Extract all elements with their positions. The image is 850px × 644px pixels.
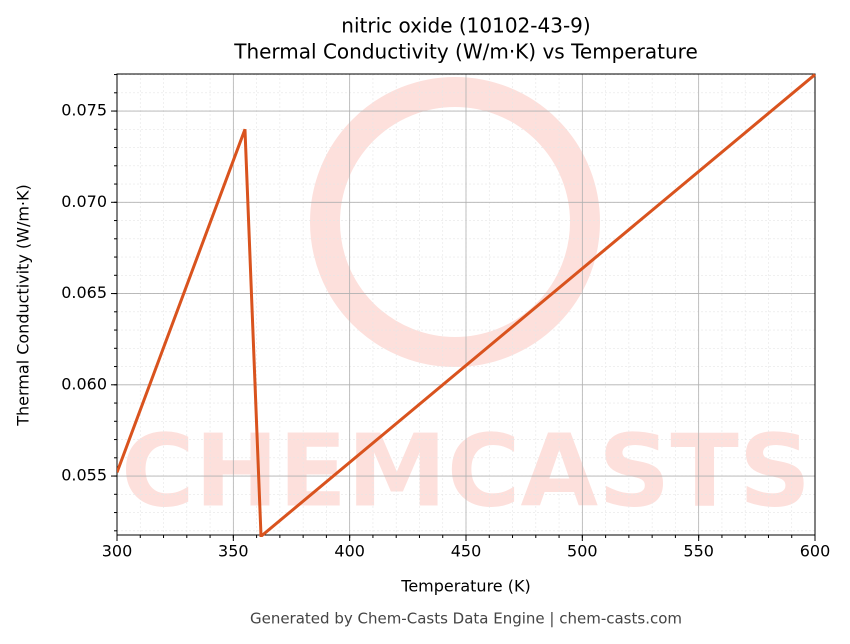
data-line <box>117 73 816 537</box>
x-tick-label: 400 <box>334 542 365 561</box>
chart-subtitle: Thermal Conductivity (W/m·K) vs Temperat… <box>233 40 698 64</box>
x-tick-label: 300 <box>102 542 133 561</box>
y-tick-label: 0.065 <box>61 283 107 302</box>
footer: Generated by Chem-Casts Data Engine | ch… <box>250 610 682 628</box>
x-axis-label: Temperature (K) <box>400 577 530 596</box>
y-tick-label: 0.060 <box>61 374 107 393</box>
y-axis-label: Thermal Conductivity (W/m·K) <box>14 184 33 427</box>
y-tick-label: 0.075 <box>61 101 107 120</box>
chart-title: nitric oxide (10102-43-9) <box>341 14 590 38</box>
x-tick-label: 350 <box>218 542 249 561</box>
x-tick-label: 450 <box>451 542 482 561</box>
x-tick-label: 550 <box>683 542 714 561</box>
x-tick-label: 600 <box>800 542 831 561</box>
x-tick-label: 500 <box>567 542 598 561</box>
y-tick-label: 0.055 <box>61 466 107 485</box>
watermark-logo <box>310 77 600 367</box>
y-tick-label: 0.070 <box>61 192 107 211</box>
